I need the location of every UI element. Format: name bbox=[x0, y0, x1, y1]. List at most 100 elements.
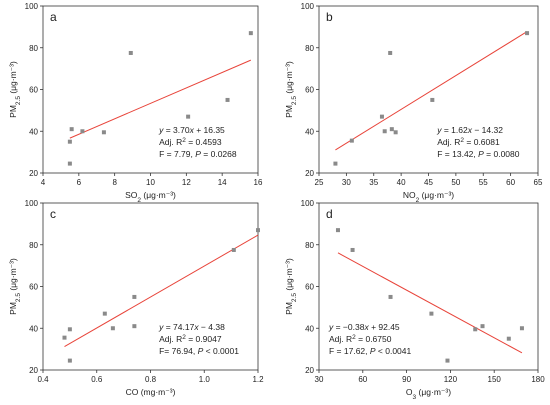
regression-stat-part: P bbox=[478, 149, 484, 159]
data-point bbox=[248, 31, 253, 36]
data-point bbox=[393, 130, 398, 135]
y-tick-label: 20 bbox=[305, 169, 314, 178]
x-axis-label-unit: (mg·m⁻³) bbox=[138, 387, 175, 397]
regression-stat-line: Adj. R2 = 0.4593 bbox=[159, 137, 222, 148]
x-tick-label: 1.2 bbox=[252, 375, 264, 384]
data-point bbox=[231, 247, 236, 252]
regression-stat-part: F= 76.94, bbox=[159, 346, 198, 356]
y-axis-label: PM2.5 (μg·m⁻³) bbox=[8, 258, 22, 315]
regression-stat-part: 2 bbox=[460, 137, 464, 144]
y-tick-label: 100 bbox=[25, 199, 39, 208]
x-axis-label-sub: 2 bbox=[137, 197, 141, 204]
data-point bbox=[132, 294, 137, 299]
y-axis-label-main: PM bbox=[284, 105, 294, 118]
y-tick-label: 80 bbox=[305, 44, 314, 53]
data-point bbox=[128, 50, 133, 55]
regression-stat-part: P bbox=[195, 149, 201, 159]
regression-stat-part: − 14.32 bbox=[472, 125, 503, 135]
regression-stat-part: 2 bbox=[352, 334, 356, 341]
data-point bbox=[389, 127, 394, 132]
y-tick-label: 20 bbox=[305, 366, 314, 375]
data-point bbox=[379, 114, 384, 119]
regression-stat-line: y = −0.38x + 92.45 bbox=[328, 322, 400, 332]
panel-letter: c bbox=[50, 207, 56, 221]
x-tick-label: 30 bbox=[342, 178, 351, 187]
x-tick-label: 120 bbox=[444, 375, 458, 384]
y-tick-label: 40 bbox=[29, 127, 38, 136]
y-axis-label-main: PM bbox=[8, 302, 18, 315]
regression-stat-part: − 4.38 bbox=[199, 322, 226, 332]
data-point bbox=[67, 358, 72, 363]
regression-stat-line: Adj. R2 = 0.6081 bbox=[437, 137, 500, 148]
x-axis-label-main: CO bbox=[126, 387, 139, 397]
y-axis-label-unit: (μg·m⁻³) bbox=[284, 258, 294, 293]
regression-stat-part: P bbox=[198, 346, 204, 356]
regression-stat-part: 2 bbox=[182, 137, 186, 144]
data-point bbox=[333, 161, 338, 166]
data-point bbox=[62, 335, 67, 340]
regression-stat-line: y = 3.70x + 16.35 bbox=[158, 125, 225, 135]
data-point bbox=[67, 139, 72, 144]
regression-stat-part: = 3.70 bbox=[163, 125, 190, 135]
data-point bbox=[382, 129, 387, 134]
x-tick-label: 35 bbox=[369, 178, 378, 187]
regression-stat-part: F = 7.79, bbox=[159, 149, 195, 159]
x-tick-label: 40 bbox=[397, 178, 406, 187]
regression-stat-part: y bbox=[158, 125, 164, 135]
y-tick-label: 20 bbox=[29, 366, 38, 375]
x-tick-label: 90 bbox=[402, 375, 411, 384]
data-point bbox=[480, 324, 485, 329]
regression-stat-line: F= 76.94, P < 0.0001 bbox=[159, 346, 239, 356]
y-tick-label: 40 bbox=[305, 127, 314, 136]
x-tick-label: 55 bbox=[479, 178, 488, 187]
y-axis-label: PM2.5 (μg·m⁻³) bbox=[284, 61, 298, 118]
x-tick-label: 30 bbox=[315, 375, 324, 384]
x-axis-label-sub: 3 bbox=[413, 394, 417, 401]
x-tick-label: 25 bbox=[315, 178, 324, 187]
y-axis-label: PM2.5 (μg·m⁻³) bbox=[284, 258, 298, 315]
y-tick-label: 40 bbox=[305, 324, 314, 333]
data-point bbox=[349, 138, 354, 143]
x-axis-label-main: SO bbox=[125, 190, 138, 200]
regression-stat-line: y = 1.62x − 14.32 bbox=[436, 125, 503, 135]
x-axis-label: SO2 (μg·m⁻³) bbox=[125, 190, 176, 204]
regression-stat-part: y bbox=[328, 322, 334, 332]
data-point bbox=[525, 31, 530, 36]
regression-stat-part: P bbox=[370, 346, 376, 356]
regression-stat-part: F = 17.62, bbox=[329, 346, 370, 356]
y-tick-label: 20 bbox=[29, 169, 38, 178]
x-tick-label: 60 bbox=[506, 178, 515, 187]
regression-stat-part: = 0.4593 bbox=[186, 137, 222, 147]
data-point bbox=[67, 161, 72, 166]
x-tick-label: 10 bbox=[146, 178, 155, 187]
data-point bbox=[445, 358, 450, 363]
regression-line bbox=[64, 234, 259, 348]
y-axis-label-sub: 2.5 bbox=[291, 96, 298, 105]
x-tick-label: 45 bbox=[424, 178, 433, 187]
y-axis-label-sub: 2.5 bbox=[15, 96, 22, 105]
data-point bbox=[80, 129, 85, 134]
regression-stat-line: Adj. R2 = 0.9047 bbox=[159, 334, 222, 345]
regression-stat-part: + 92.45 bbox=[369, 322, 400, 332]
regression-stat-line: F = 7.79, P = 0.0268 bbox=[159, 149, 237, 159]
data-point bbox=[335, 228, 340, 233]
data-point bbox=[350, 247, 355, 252]
x-axis-label-main: NO bbox=[403, 190, 416, 200]
regression-stat-part: x bbox=[467, 125, 473, 135]
x-axis-label-sub: 2 bbox=[416, 197, 420, 204]
y-tick-label: 60 bbox=[305, 86, 314, 95]
y-axis-label: PM2.5 (μg·m⁻³) bbox=[8, 61, 22, 118]
regression-stat-part: F = 13.42, bbox=[437, 149, 478, 159]
x-tick-label: 8 bbox=[112, 178, 117, 187]
x-tick-label: 180 bbox=[531, 375, 545, 384]
y-tick-label: 80 bbox=[29, 44, 38, 53]
y-tick-label: 60 bbox=[29, 283, 38, 292]
x-axis-label: NO2 (μg·m⁻³) bbox=[403, 190, 454, 204]
regression-line bbox=[337, 252, 523, 354]
panel-letter: d bbox=[326, 207, 333, 221]
data-point bbox=[473, 327, 478, 332]
y-axis-label-sub: 2.5 bbox=[15, 293, 22, 302]
data-point bbox=[506, 336, 511, 341]
